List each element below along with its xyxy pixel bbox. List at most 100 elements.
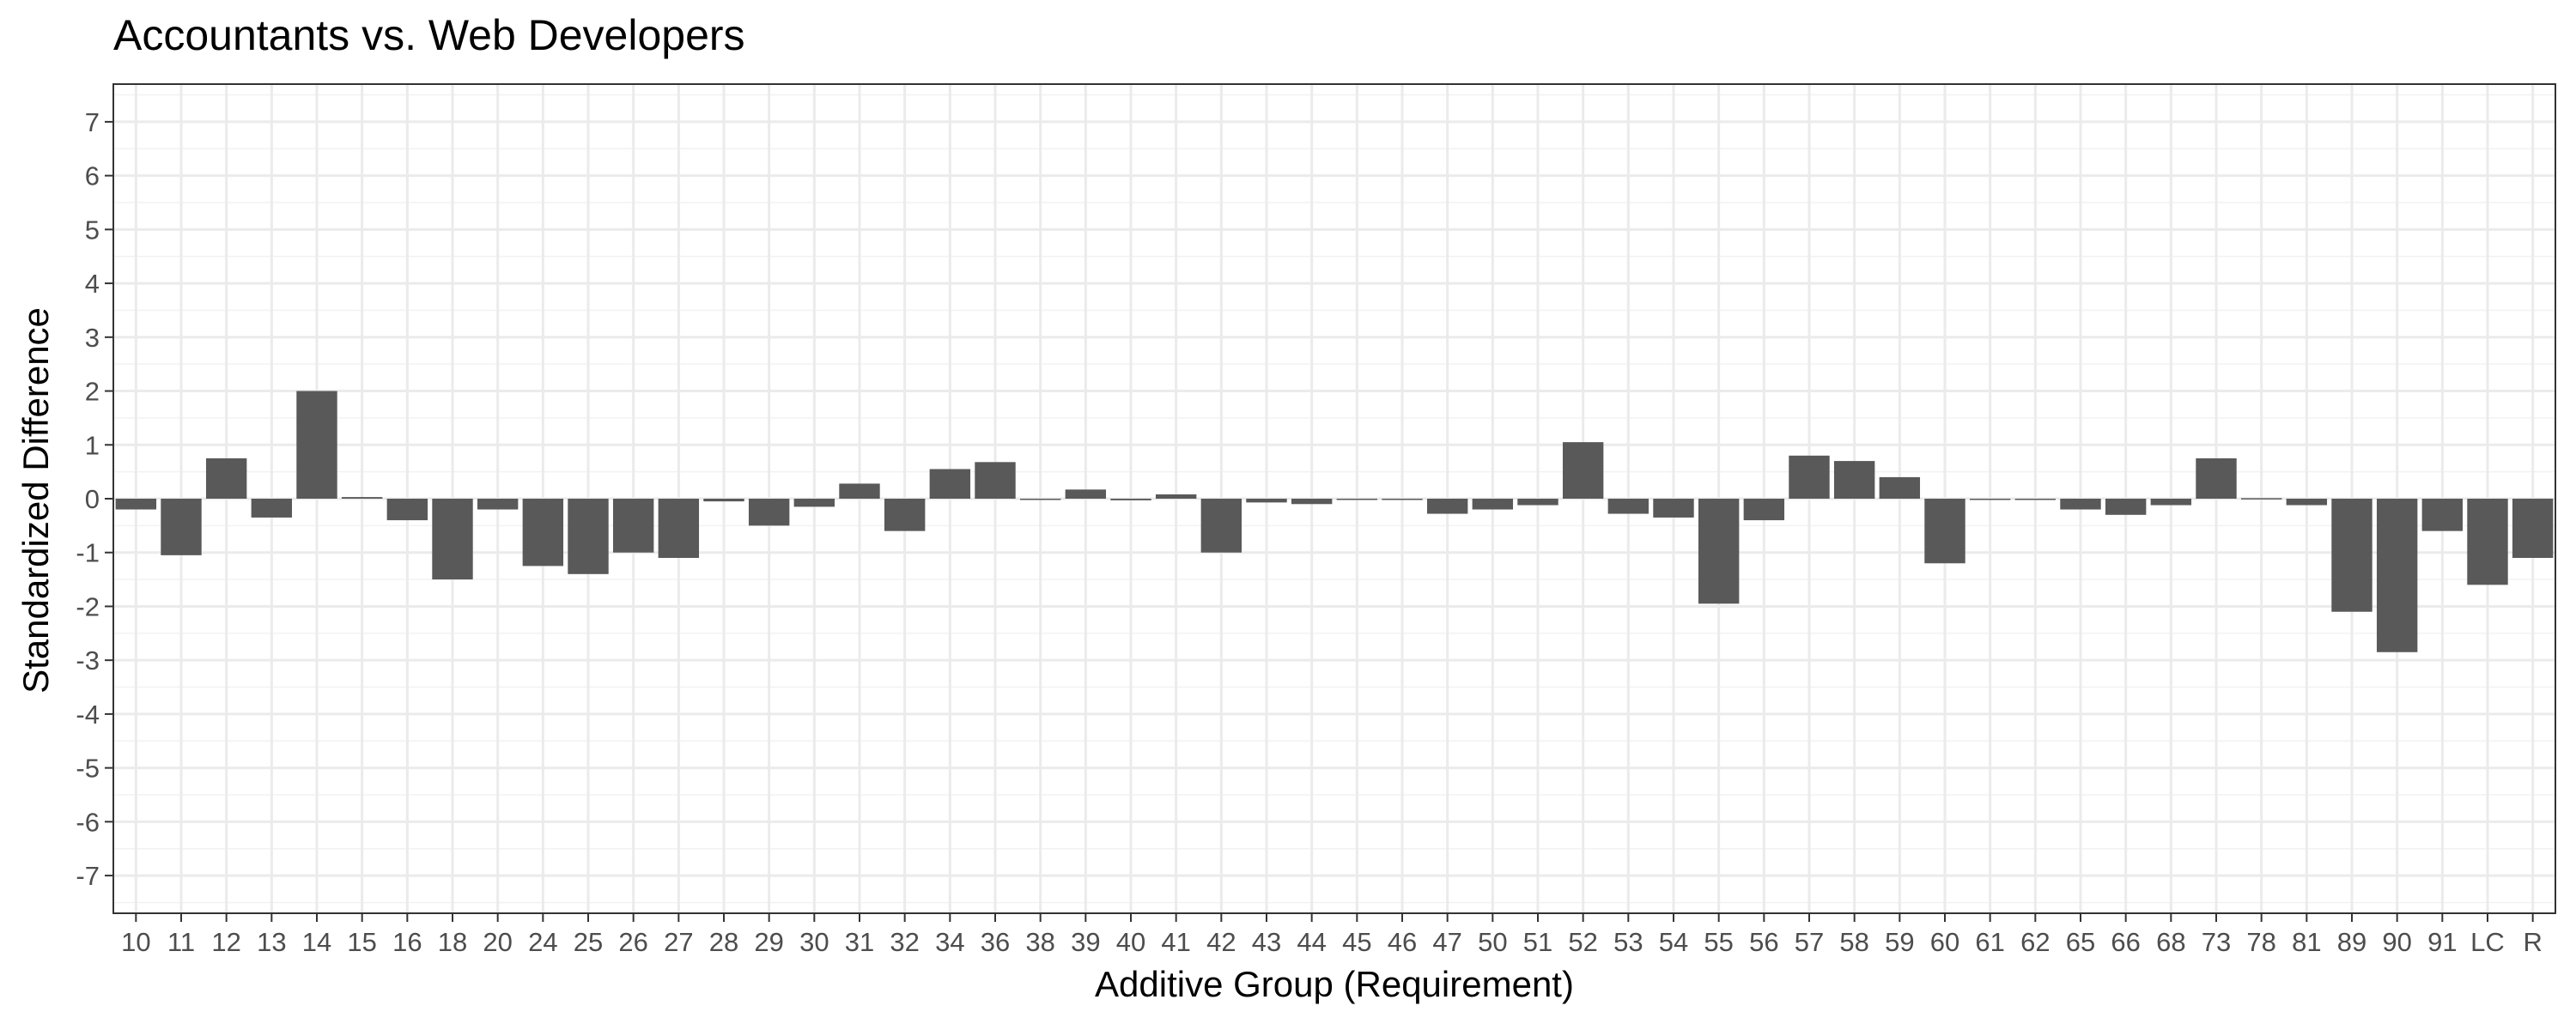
bar [748, 499, 790, 526]
bar [1517, 499, 1558, 506]
x-tick-label: 13 [257, 927, 286, 957]
bar [1924, 499, 1965, 564]
x-tick-label: 68 [2156, 927, 2185, 957]
y-tick-label: -2 [76, 591, 100, 621]
bar [703, 499, 744, 502]
bar [2196, 457, 2237, 499]
x-tick-label: 50 [1478, 927, 1507, 957]
x-tick-label: 51 [1523, 927, 1552, 957]
bar [522, 499, 564, 566]
x-tick-label: 65 [2066, 927, 2095, 957]
x-tick-label: 57 [1795, 927, 1824, 957]
bar [975, 462, 1016, 499]
x-tick-label: 25 [574, 927, 603, 957]
bar [1155, 494, 1197, 499]
bar [1879, 476, 1921, 499]
x-tick-label: 29 [754, 927, 783, 957]
x-tick-label: R [2523, 927, 2542, 957]
bar [341, 497, 383, 499]
x-tick-label: 55 [1704, 927, 1733, 957]
x-tick-label: 61 [1975, 927, 2004, 957]
bar [1969, 499, 2011, 500]
x-tick-label: 26 [618, 927, 647, 957]
x-tick-label: 32 [890, 927, 919, 957]
x-tick-label: 45 [1342, 927, 1371, 957]
y-tick-label: 3 [85, 323, 100, 353]
x-tick-label: 46 [1388, 927, 1417, 957]
bar [2467, 499, 2508, 585]
bar [432, 499, 473, 580]
bar [251, 499, 293, 518]
bar [2105, 499, 2147, 515]
x-tick-label: 10 [121, 927, 150, 957]
x-tick-label: 89 [2337, 927, 2366, 957]
bars [115, 391, 2554, 652]
x-tick-label: 53 [1613, 927, 1643, 957]
bar [296, 391, 337, 499]
x-tick-label: 11 [167, 927, 195, 957]
y-tick-label: 7 [85, 107, 100, 137]
bar [1833, 461, 1875, 499]
y-tick-label: -6 [76, 807, 100, 837]
bar [1472, 499, 1514, 510]
x-tick-label: 91 [2427, 927, 2457, 957]
x-tick-label: 73 [2202, 927, 2231, 957]
bar [1789, 455, 1830, 499]
x-axis-label: Additive Group (Requirement) [1095, 964, 1574, 1004]
bar [1562, 442, 1604, 499]
x-tick-label: LC [2470, 927, 2505, 957]
x-tick-label: 44 [1297, 927, 1326, 957]
x-tick-label: 38 [1025, 927, 1054, 957]
x-tick-label: 56 [1749, 927, 1778, 957]
bar [115, 499, 157, 510]
bar [386, 499, 428, 521]
bar [205, 457, 247, 499]
bar [2331, 499, 2372, 612]
x-tick-label: 43 [1252, 927, 1281, 957]
bar [477, 499, 519, 510]
x-tick-label: 18 [438, 927, 467, 957]
y-tick-label: 4 [85, 269, 100, 299]
chart-title: Accountants vs. Web Developers [113, 11, 745, 59]
bar [1743, 499, 1785, 521]
y-tick-label: -1 [76, 538, 100, 568]
bar [568, 499, 609, 574]
bar [1246, 499, 1287, 503]
y-tick-label: 6 [85, 161, 100, 191]
bar [1382, 499, 1423, 500]
x-tick-label: 81 [2292, 927, 2321, 957]
grid-lines [113, 84, 2555, 913]
x-tick-label: 58 [1839, 927, 1868, 957]
x-tick-label: 14 [302, 927, 331, 957]
bar [793, 499, 835, 507]
bar [1426, 499, 1468, 514]
bar [884, 499, 926, 531]
x-tick-label: 27 [664, 927, 693, 957]
bar [658, 499, 700, 558]
x-tick-label: 42 [1206, 927, 1236, 957]
x-tick-label: 28 [709, 927, 738, 957]
y-tick-label: -3 [76, 645, 100, 676]
x-tick-label: 40 [1116, 927, 1145, 957]
y-tick-label: 2 [85, 377, 100, 407]
x-tick-label: 90 [2382, 927, 2411, 957]
y-tick-label: 5 [85, 215, 100, 245]
x-tick-label: 16 [392, 927, 422, 957]
x-tick-label: 62 [2020, 927, 2050, 957]
bar [2376, 499, 2418, 652]
x-tick-label: 60 [1930, 927, 1959, 957]
x-tick-label: 24 [528, 927, 557, 957]
bar [929, 469, 971, 499]
bar [2512, 499, 2554, 558]
bar [1200, 499, 1242, 553]
x-tick-label: 12 [211, 927, 240, 957]
bar [161, 499, 202, 555]
bar [2014, 499, 2057, 500]
x-tick-label: 15 [347, 927, 376, 957]
bar [2240, 498, 2282, 500]
x-tick-label: 78 [2246, 927, 2275, 957]
bar [1607, 499, 1649, 514]
x-tick-label: 52 [1568, 927, 1597, 957]
